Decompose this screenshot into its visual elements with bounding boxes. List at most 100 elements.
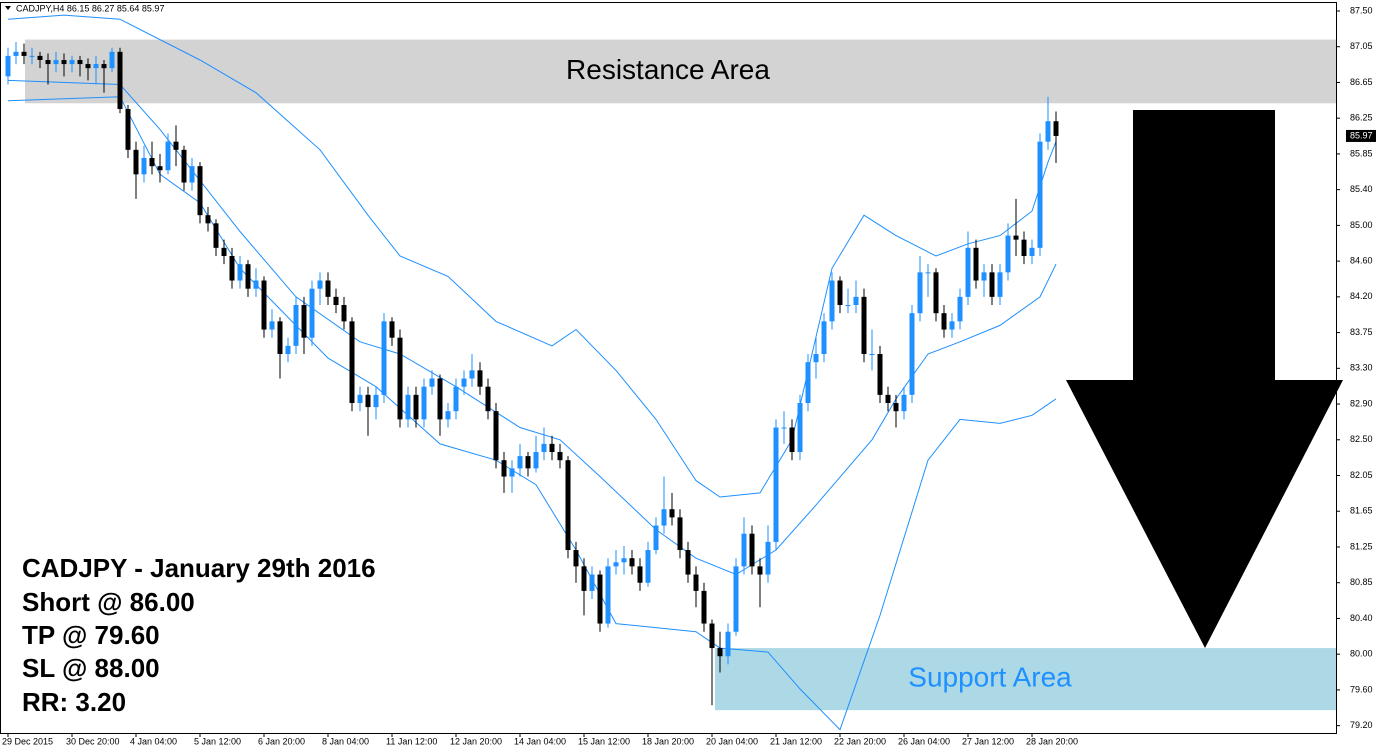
candle-body xyxy=(701,590,707,624)
candle-body xyxy=(821,321,827,355)
candle-body xyxy=(789,427,795,453)
price-zone xyxy=(715,648,1336,711)
candle-body xyxy=(101,64,107,69)
candle-body xyxy=(237,264,243,281)
candle-body xyxy=(317,280,323,289)
candle-body xyxy=(469,370,475,379)
candle-body xyxy=(229,256,235,281)
candle-body xyxy=(669,509,675,518)
down-arrow xyxy=(1066,110,1343,648)
candle-body xyxy=(133,149,139,175)
candle-body xyxy=(397,337,403,420)
trade-notes: CADJPY - January 29th 2016 Short @ 86.00… xyxy=(22,553,376,717)
candle-body xyxy=(781,427,787,429)
candle-body xyxy=(533,452,539,469)
candle-body xyxy=(77,59,83,65)
candle-body xyxy=(861,296,867,355)
candle-body xyxy=(581,566,587,591)
candle-body xyxy=(189,166,195,183)
candle-body xyxy=(837,280,843,306)
candle-body xyxy=(725,631,731,657)
y-tick-label: 82.50 xyxy=(1350,434,1373,444)
candle-body xyxy=(501,460,507,477)
y-tick-label: 80.40 xyxy=(1350,613,1373,623)
candle-body xyxy=(805,362,811,404)
x-tick-label: 4 Jan 04:00 xyxy=(130,736,177,746)
candle-body xyxy=(933,272,939,314)
candle-body xyxy=(141,158,147,175)
candle-body xyxy=(213,223,219,248)
candle-body xyxy=(13,51,19,56)
candle-body xyxy=(37,55,43,60)
candle-body xyxy=(877,354,883,395)
x-tick-label: 6 Jan 20:00 xyxy=(258,736,305,746)
candle-body xyxy=(277,321,283,355)
candle-body xyxy=(485,386,491,412)
candle-body xyxy=(557,452,563,461)
candle-body xyxy=(749,533,755,567)
candle-body xyxy=(381,321,387,395)
y-tick-label: 85.40 xyxy=(1350,184,1373,194)
candle-body xyxy=(389,321,395,338)
x-tick-label: 15 Jan 12:00 xyxy=(578,736,630,746)
note: Short @ 86.00 xyxy=(22,587,195,617)
candle-body xyxy=(661,509,667,526)
zone-label: Support Area xyxy=(908,661,1072,692)
menu-icon[interactable] xyxy=(5,6,11,10)
y-tick-label: 87.50 xyxy=(1350,5,1373,15)
candle-body xyxy=(997,272,1003,297)
candle-body xyxy=(957,296,963,322)
candle-body xyxy=(709,623,715,649)
candle-body xyxy=(541,443,547,453)
candle-body xyxy=(45,59,51,65)
note: SL @ 88.00 xyxy=(22,653,160,683)
candle-body xyxy=(117,51,123,109)
x-tick-label: 5 Jan 12:00 xyxy=(194,736,241,746)
candle-body xyxy=(829,280,835,322)
y-tick-label: 82.05 xyxy=(1350,470,1373,480)
candle-body xyxy=(165,141,171,171)
candle-body xyxy=(925,272,931,274)
candle-body xyxy=(973,247,979,281)
candle-body xyxy=(981,272,987,281)
candle-body xyxy=(69,59,75,65)
candle-body xyxy=(653,525,659,551)
x-tick-label: 14 Jan 04:00 xyxy=(514,736,566,746)
candle-body xyxy=(365,394,371,408)
candle-body xyxy=(1013,235,1019,240)
y-tick-label: 79.20 xyxy=(1350,720,1373,730)
candle-body xyxy=(405,394,411,420)
candle-body xyxy=(757,566,763,575)
y-tick-label: 85.85 xyxy=(1350,148,1373,158)
candle-body xyxy=(1021,239,1027,257)
y-tick-label: 84.20 xyxy=(1350,291,1373,301)
candle-body xyxy=(869,354,875,356)
candle-body xyxy=(845,305,851,307)
candle-body xyxy=(453,386,459,412)
zone-label: Resistance Area xyxy=(566,54,770,85)
candle-body xyxy=(5,55,11,77)
candle-body xyxy=(885,394,891,404)
x-tick-label: 29 Dec 2015 xyxy=(2,736,53,746)
candle-body xyxy=(85,64,91,69)
candle-body xyxy=(549,443,555,453)
x-tick-label: 21 Jan 12:00 xyxy=(770,736,822,746)
candle-body xyxy=(445,411,451,420)
candle-body xyxy=(613,562,619,567)
candle-body xyxy=(1005,235,1011,273)
candle-body xyxy=(629,558,635,567)
candle-body xyxy=(685,550,691,575)
candle-body xyxy=(573,550,579,567)
y-tick-label: 80.85 xyxy=(1350,577,1373,587)
candle-body xyxy=(717,648,723,657)
candle-body xyxy=(645,550,651,583)
candle-body xyxy=(797,403,803,453)
x-tick-label: 28 Jan 20:00 xyxy=(1026,736,1078,746)
candle-body xyxy=(293,305,299,346)
candle-body xyxy=(301,305,307,338)
y-tick-label: 81.65 xyxy=(1350,506,1373,516)
candle-body xyxy=(349,321,355,404)
last-price-label: 85.97 xyxy=(1350,130,1373,140)
candle-body xyxy=(373,394,379,408)
candle-body xyxy=(965,247,971,297)
